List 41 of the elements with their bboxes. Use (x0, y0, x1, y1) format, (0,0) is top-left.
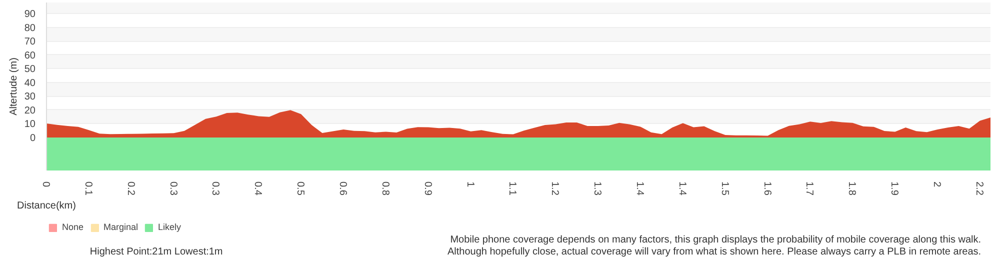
y-tick-label: 0 (30, 132, 36, 144)
x-tick-label: 1.4 (676, 182, 688, 196)
x-tick-label: 0.2 (124, 182, 136, 196)
y-tick-label: 20 (24, 105, 36, 116)
x-tick-label: 0.4 (252, 182, 264, 196)
legend-label: None (62, 222, 84, 232)
y-tick-label: 30 (24, 92, 36, 103)
y-tick-label: 80 (24, 22, 36, 34)
y-tick-label: 60 (24, 50, 36, 62)
x-tick-label: 2 (930, 182, 942, 188)
x-tick-label: 0.6 (336, 182, 348, 196)
y-tick-label: 90 (24, 9, 36, 20)
text: Highest Point:21m Lowest:1m (90, 246, 223, 258)
legend-label: Likely (158, 222, 182, 232)
x-tick-label: 0.5 (294, 182, 306, 196)
text: Mobile phone coverage depends on many factors, this graph displays the probability of mobile coverage along this walk. (450, 234, 982, 246)
x-axis-title: Distance(km) (17, 200, 76, 212)
y-tick-label: 40 (24, 78, 36, 89)
x-tick-label: 0.9 (422, 182, 433, 196)
x-tick-label: 1.3 (592, 182, 603, 196)
y-tick-label: 10 (24, 119, 36, 130)
x-tick-label: 0.3 (167, 182, 178, 196)
y-tick-label: 70 (24, 36, 36, 48)
x-tick-label: 0.1 (82, 182, 94, 196)
y-axis-title: Altertude (m) (8, 58, 20, 116)
x-tick-label: 1.2 (549, 182, 560, 196)
x-tick-label: 1.1 (506, 182, 518, 196)
x-tick-label: 1 (464, 182, 476, 188)
x-tick-label: 1.7 (804, 182, 815, 196)
x-tick-label: 0.3 (210, 182, 221, 196)
y-tick-label: 50 (24, 64, 36, 76)
x-tick-label: 1.6 (761, 182, 772, 196)
x-tick-label: 0.8 (379, 182, 390, 196)
x-tick-label: 0 (40, 182, 51, 188)
x-tick-label: 1.5 (718, 182, 730, 196)
x-tick-label: 1.9 (888, 182, 900, 196)
text: Although hopefully close, actual coverage will vary from what is shown here. Please always carry a PLB in remote areas. (447, 246, 982, 258)
legend-label: Marginal (104, 222, 138, 232)
x-tick-label: 1.4 (634, 182, 645, 196)
x-tick-label: 2.2 (973, 182, 984, 196)
x-tick-label: 1.8 (846, 182, 858, 196)
